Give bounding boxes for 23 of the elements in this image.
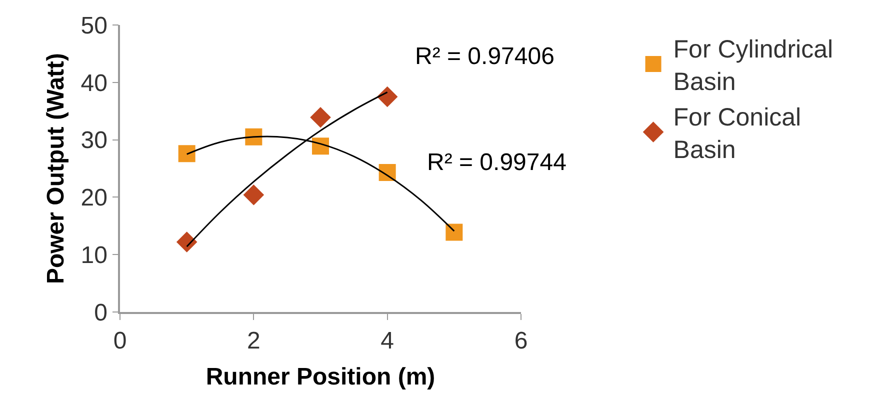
legend-label: For Conical Basin [673,104,802,164]
y-tick-label: 40 [80,70,108,97]
y-tick-label: 0 [94,299,108,326]
point [178,145,196,162]
y-tick-label: 30 [80,127,108,154]
y-tick-label: 50 [80,12,108,40]
point [243,184,264,206]
y-axis-title: Power Output (Watt) [42,52,70,284]
legend-label: For Cylindrical Basin [673,36,834,96]
x-axis-title: Runner Position (m) [206,363,436,390]
point [245,128,262,146]
annotation: R² = 0.97406 [415,43,554,70]
point [176,232,198,252]
point [312,138,329,155]
x-tick-label: 0 [113,328,127,355]
y-tick-label: 20 [80,184,108,212]
x-tick-label: 6 [514,328,528,355]
x-tick-label: 4 [380,328,394,355]
x-tick-label: 2 [246,328,260,355]
point [310,107,331,128]
annotation: R² = 0.99744 [427,149,566,176]
y-tick-label: 10 [80,242,108,269]
point [446,224,463,241]
